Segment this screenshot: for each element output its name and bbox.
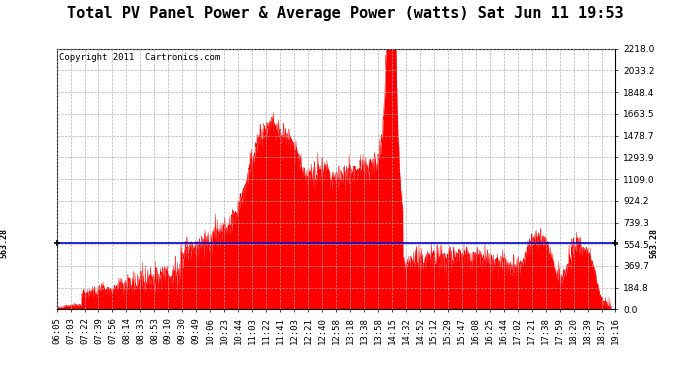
- Text: 563.28: 563.28: [0, 228, 8, 258]
- Text: Total PV Panel Power & Average Power (watts) Sat Jun 11 19:53: Total PV Panel Power & Average Power (wa…: [67, 6, 623, 21]
- Text: Copyright 2011  Cartronics.com: Copyright 2011 Cartronics.com: [59, 53, 221, 62]
- Text: 563.28: 563.28: [650, 228, 659, 258]
